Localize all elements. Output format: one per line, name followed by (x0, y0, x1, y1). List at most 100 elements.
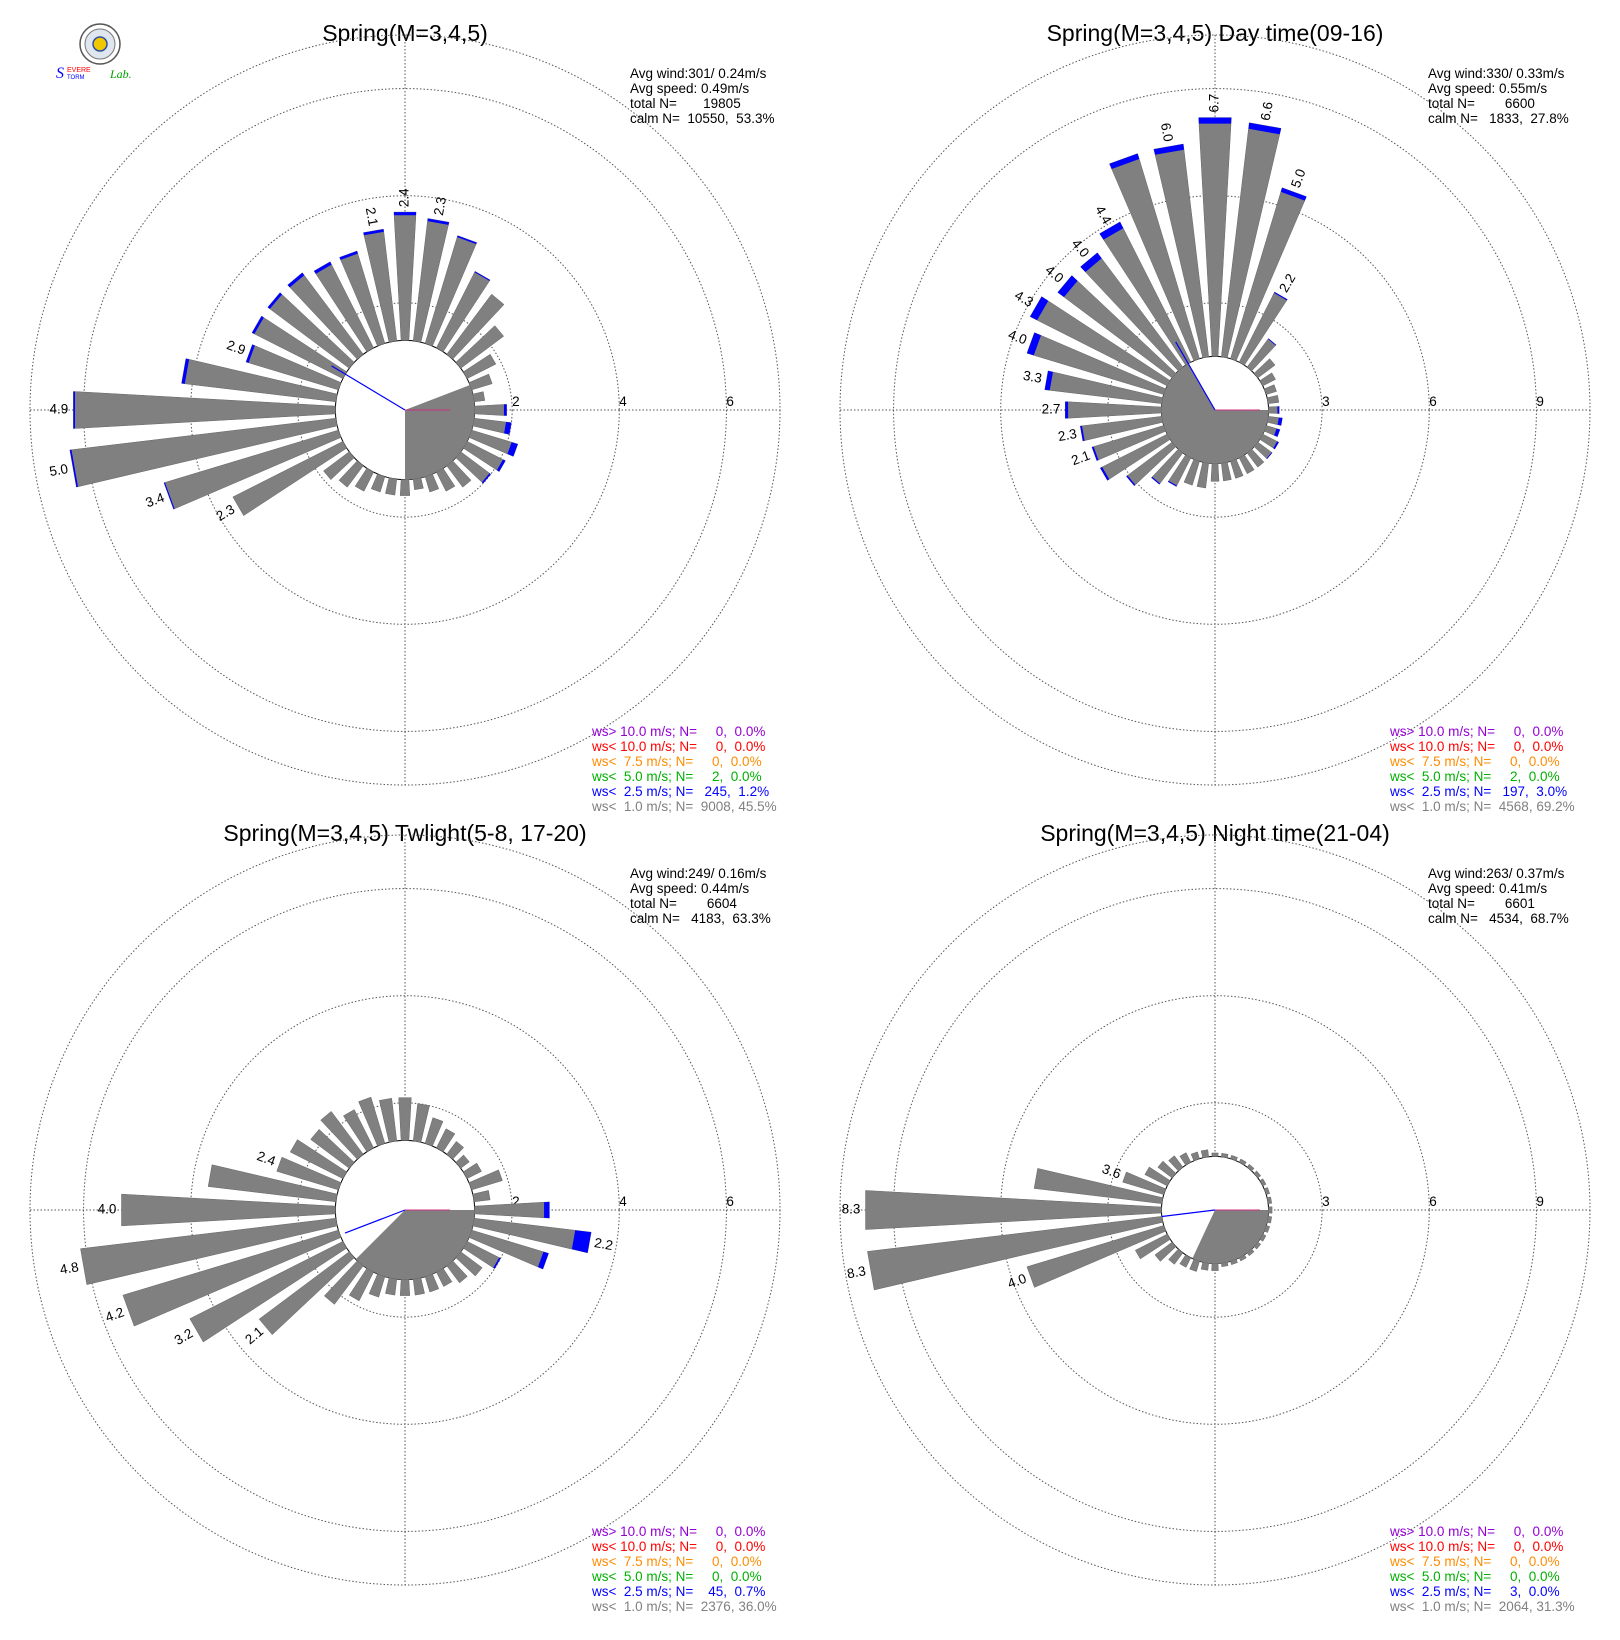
bar-value-label: 2.3 (214, 501, 238, 523)
direction-bar (1263, 1225, 1271, 1233)
direction-bar (80, 1217, 338, 1285)
direction-bar (1268, 1206, 1273, 1214)
stats-block: Avg wind:249/ 0.16m/s Avg speed: 0.44m/s… (630, 866, 771, 926)
direction-bar-segment (457, 235, 477, 245)
direction-bar-segment (1057, 275, 1078, 298)
direction-bar (358, 1096, 386, 1147)
direction-bar-segment (69, 449, 78, 488)
direction-bar (1144, 1166, 1171, 1187)
direction-bar-segment (1266, 452, 1273, 459)
avg-wind-vector (1161, 1209, 1216, 1218)
direction-bar-segment (393, 212, 417, 216)
legend-item: ws< 2.5 m/s; N= 45, 0.7% (592, 1584, 766, 1599)
direction-bar (1266, 1196, 1273, 1204)
legend-item: ws< 7.5 m/s; N= 0, 0.0% (1390, 754, 1560, 769)
direction-bar (1259, 1178, 1267, 1187)
direction-bar (1238, 1158, 1247, 1166)
stats-calm-n: calm N= 4534, 68.7% (1428, 911, 1569, 926)
ring-label: 6 (1429, 1194, 1437, 1209)
direction-bar-segment (481, 473, 491, 484)
direction-bar (1190, 1151, 1200, 1162)
direction-bar-segment (1168, 480, 1177, 487)
direction-bar (1230, 1154, 1238, 1162)
direction-bar (1246, 448, 1265, 468)
direction-bar (468, 1229, 549, 1270)
legend-item: ws> 10.0 m/s; N= 0, 0.0% (1390, 1524, 1564, 1539)
direction-bar (1079, 416, 1164, 442)
direction-bar-segment (504, 422, 512, 435)
direction-bar-segment (544, 1201, 550, 1219)
direction-bar (189, 1241, 348, 1343)
legend-item: ws< 7.5 m/s; N= 0, 0.0% (1390, 1554, 1560, 1569)
direction-bar (446, 1260, 468, 1284)
direction-bar-segment (503, 404, 507, 416)
bar-value-label: 4.2 (103, 1304, 126, 1325)
legend-item: ws< 5.0 m/s; N= 2, 0.0% (1390, 769, 1560, 784)
direction-bar (1168, 1155, 1184, 1172)
direction-bar (1183, 458, 1200, 486)
direction-bar (436, 467, 456, 492)
direction-bar (399, 1279, 411, 1296)
direction-bar (398, 1097, 412, 1141)
windrose-chart: 3 6 96.7 6.66.05.02.24.44.04.04.34.03.32.72… (839, 34, 1591, 786)
direction-bar-segment (1091, 446, 1099, 461)
direction-bar (1179, 1254, 1192, 1268)
logo-severe: EVERE (67, 67, 91, 74)
stats-avg-speed: Avg speed: 0.44m/s (630, 881, 750, 896)
direction-bar (1044, 370, 1164, 404)
direction-bar (1026, 1225, 1167, 1288)
bar-value-label: 2.1 (242, 1324, 266, 1348)
bar-value-label: 6.6 (1258, 101, 1276, 122)
direction-bar (232, 441, 348, 516)
stats-total-n: total N= 6604 (630, 896, 737, 911)
direction-bar (1154, 1241, 1177, 1262)
legend-item: ws< 10.0 m/s; N= 0, 0.0% (592, 1539, 766, 1554)
direction-bar (1263, 384, 1277, 395)
direction-bar-segment (363, 229, 384, 236)
bar-value-label: 3.6 (1100, 1161, 1123, 1182)
direction-bar-segment (1274, 428, 1280, 437)
direction-bar (207, 1164, 338, 1203)
direction-bar-segment (251, 316, 264, 334)
direction-bar-segment (493, 1257, 501, 1269)
direction-bar (1029, 296, 1171, 387)
direction-bar (1200, 1261, 1209, 1271)
direction-bar (1266, 395, 1280, 404)
direction-bar (1134, 1233, 1171, 1260)
direction-bar (343, 1109, 374, 1153)
direction-bar (1109, 153, 1200, 362)
stats-avg-speed: Avg speed: 0.49m/s (630, 81, 750, 96)
direction-bar (462, 1162, 482, 1179)
direction-bar (446, 293, 505, 360)
direction-bar (1230, 1258, 1238, 1266)
legend-item: ws< 1.0 m/s; N= 2064, 31.3% (1390, 1599, 1575, 1614)
bar-value-label: 4.3 (1012, 287, 1036, 309)
direction-bar (1259, 372, 1276, 387)
calm-sector (355, 1210, 475, 1280)
direction-bar (424, 473, 440, 493)
direction-bar-segment (1277, 406, 1280, 414)
direction-bar (474, 404, 507, 416)
direction-bar-segment (1277, 417, 1283, 426)
legend: ws> 10.0 m/s; N= 0, 0.0% ws< 10.0 m/s; N… (592, 1524, 777, 1614)
stats-avg-wind: Avg wind:301/ 0.24m/s (630, 66, 767, 81)
legend-item: ws< 2.5 m/s; N= 197, 3.0% (1390, 784, 1568, 799)
direction-bar-segment (537, 1251, 549, 1270)
ring-label: 6 (1429, 394, 1437, 409)
direction-bar (446, 460, 472, 488)
stats-calm-n: calm N= 1833, 27.8% (1428, 111, 1569, 126)
windrose-chart: 2 4 6 2.4 2.3 2.1 2.9 4.9 5.0 3.4 2.3 (29, 34, 781, 786)
direction-bar (348, 1267, 374, 1302)
direction-bar-segment (1030, 296, 1049, 321)
direction-bar-segment (1100, 467, 1110, 481)
bar-value-label: 2.1 (363, 206, 381, 227)
direction-bar (1259, 1233, 1267, 1242)
direction-bar (1263, 1187, 1271, 1195)
direction-bar (323, 1260, 364, 1305)
direction-bar-segment (163, 482, 175, 510)
bar-value-label: 8.3 (842, 1202, 861, 1217)
direction-bar-segment (1080, 252, 1102, 273)
direction-bar-segment (1280, 187, 1307, 201)
direction-bar (436, 1267, 453, 1287)
direction-bar (1268, 406, 1280, 414)
